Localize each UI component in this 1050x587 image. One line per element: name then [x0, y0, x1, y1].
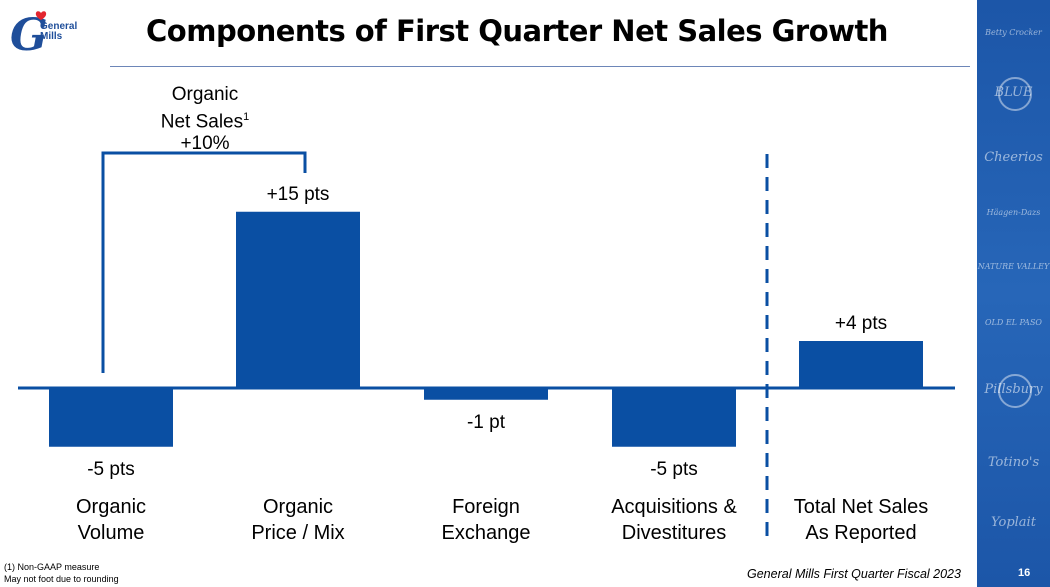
category-label-2-line-2: Price / Mix	[251, 522, 344, 544]
brand-logo-4: Häagen-Dazs	[986, 208, 1041, 217]
title-divider	[110, 66, 970, 67]
brand-sidebar: Betty Crocker BLUE Cheerios Häagen-Dazs NATU…	[977, 0, 1050, 587]
data-label-4: -5 pts	[650, 459, 698, 480]
brand-logo-8: Totino's	[987, 455, 1040, 470]
bar-1	[49, 388, 173, 447]
category-label-1-line-1: Organic	[76, 496, 146, 518]
data-label-3: -1 pt	[467, 412, 506, 433]
footnote-rounding: May not foot due to rounding	[4, 574, 119, 584]
bar-3	[424, 388, 548, 400]
page-title: Components of First Quarter Net Sales Gr…	[146, 14, 888, 48]
brand-logo-5: NATURE VALLEY	[977, 262, 1050, 271]
brand-emblem-7	[998, 374, 1032, 408]
bar-2	[236, 211, 360, 388]
bar-5	[799, 341, 923, 388]
category-label-3-line-2: Exchange	[442, 522, 531, 544]
bracket-line-2: Net Sales1	[120, 106, 290, 133]
category-label-5-line-1: Total Net Sales	[794, 496, 929, 518]
general-mills-logo: G	[10, 10, 48, 58]
net-sales-growth-chart: -5 pts Organic Volume +15 pts Organic Price /…	[18, 151, 955, 544]
category-label-4-line-2: Divestitures	[622, 522, 726, 544]
bar-4	[612, 388, 736, 447]
category-label-2-line-1: Organic	[263, 496, 333, 518]
data-label-5: +4 pts	[835, 313, 887, 334]
bracket-line-1: Organic	[171, 84, 239, 105]
brand-logo-6: OLD EL PASO	[985, 318, 1042, 327]
footnotes: (1) Non-GAAP measure May not foot due to…	[4, 561, 119, 585]
bracket-line-2-text: Net Sales	[160, 111, 244, 133]
logo-wordmark: General Mills	[40, 21, 78, 42]
footnote-non-gaap: (1) Non-GAAP measure	[4, 562, 100, 572]
bracket-line-3: +10%	[180, 133, 230, 155]
brand-emblem-2	[998, 77, 1032, 111]
data-label-1: -5 pts	[87, 459, 135, 480]
footnote-marker: 1	[243, 111, 250, 123]
category-label-3-line-1: Foreign	[452, 496, 520, 518]
brand-logo-1: Betty Crocker	[985, 28, 1042, 37]
footer-caption: General Mills First Quarter Fiscal 2023	[747, 567, 961, 581]
organic-bracket	[101, 151, 307, 373]
brand-logo-2: BLUE	[994, 85, 1033, 100]
brand-logo-9: Yoplait	[991, 515, 1036, 530]
brand-logo-3: Cheerios	[984, 150, 1043, 165]
brand-logo-7: Pillsbury	[984, 382, 1043, 397]
data-label-2: +15 pts	[267, 184, 330, 205]
category-label-4-line-1: Acquisitions &	[611, 496, 737, 518]
category-label-5-line-2: As Reported	[805, 522, 916, 544]
organic-net-sales-label: Organic Net Sales1 +10%	[120, 84, 290, 155]
category-label-1-line-2: Volume	[78, 522, 145, 544]
page-number: 16	[1018, 567, 1031, 579]
